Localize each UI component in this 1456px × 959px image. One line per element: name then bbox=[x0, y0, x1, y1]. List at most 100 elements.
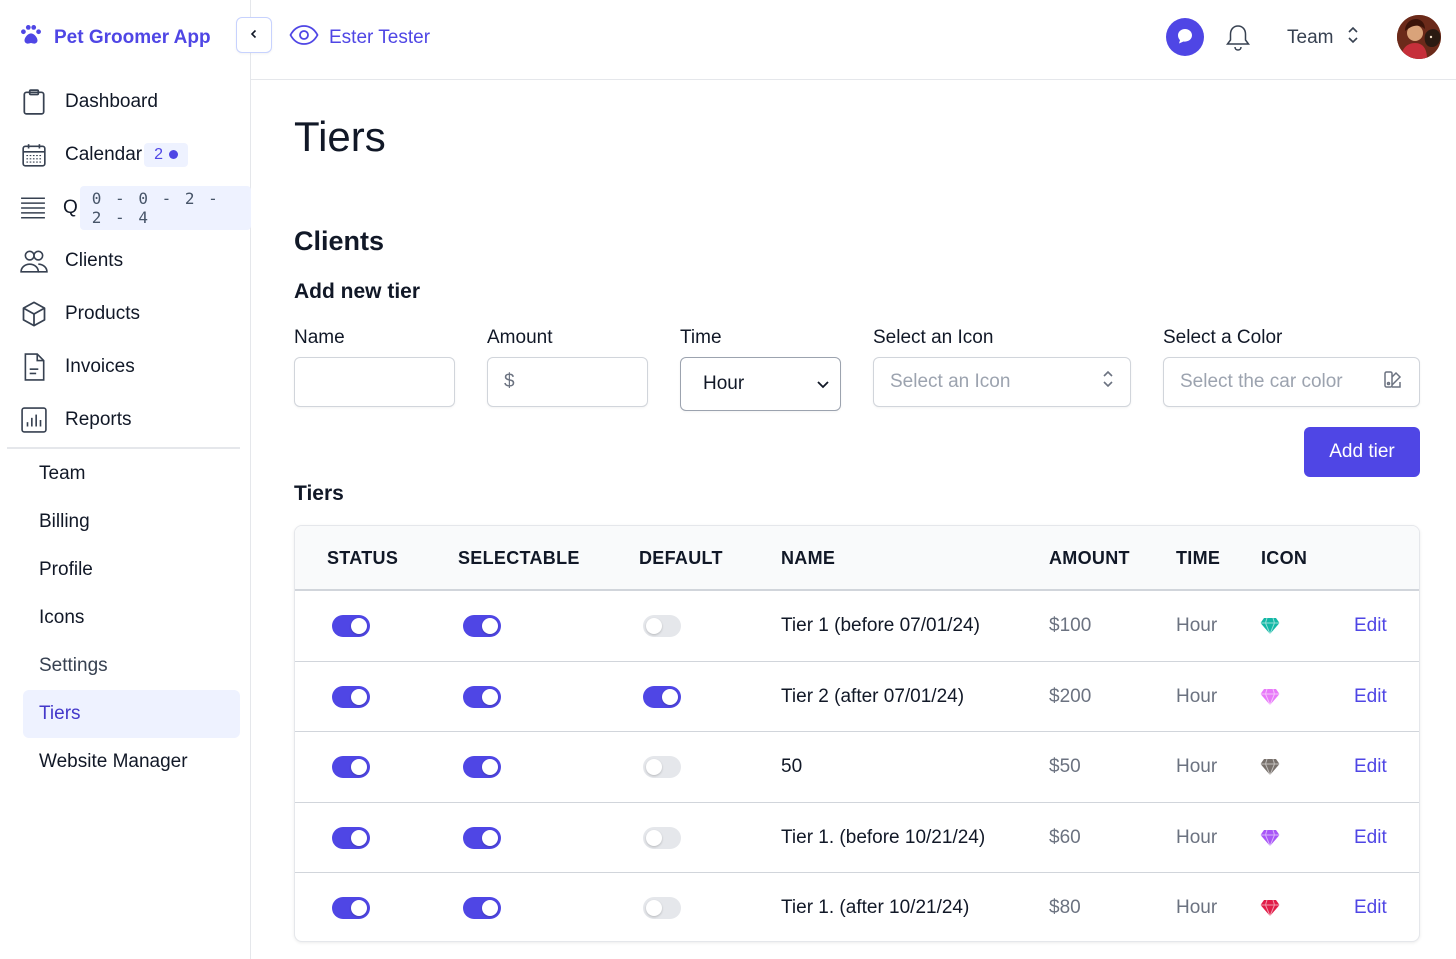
page-title: Tiers bbox=[294, 113, 386, 160]
chevron-left-icon bbox=[248, 28, 260, 43]
chat-button[interactable] bbox=[1166, 18, 1204, 56]
subnav-item-team[interactable]: Team bbox=[39, 463, 86, 484]
status-toggle[interactable] bbox=[332, 756, 370, 778]
default-toggle[interactable] bbox=[643, 826, 681, 849]
amount-field[interactable]: $ bbox=[487, 357, 648, 407]
subnav-item-billing[interactable]: Billing bbox=[39, 511, 90, 532]
selectable-toggle[interactable] bbox=[463, 685, 501, 708]
time-select-value: Hour bbox=[703, 373, 745, 394]
subnav-item-tiers[interactable]: Tiers bbox=[23, 690, 240, 738]
sidebar-item-clients[interactable]: Clients bbox=[0, 234, 251, 287]
icon-field-label: Select an Icon bbox=[873, 327, 994, 348]
app-name: Pet Groomer App bbox=[54, 26, 211, 48]
tier-amount: $80 bbox=[1049, 897, 1081, 918]
icon-select[interactable]: Select an Icon bbox=[873, 357, 1131, 407]
status-toggle[interactable] bbox=[332, 615, 370, 637]
edit-tier-link[interactable]: Edit bbox=[1354, 826, 1387, 848]
queue-counts-badge: 0 - 0 - 2 - 2 - 4 bbox=[79, 185, 251, 230]
team-selector[interactable]: Team bbox=[1287, 26, 1359, 50]
default-toggle[interactable] bbox=[643, 897, 681, 919]
chevron-up-down-icon bbox=[1347, 26, 1359, 50]
collapse-sidebar-button[interactable] bbox=[236, 17, 272, 53]
sidebar-item-label: Products bbox=[65, 302, 140, 324]
sidebar-item-calendar[interactable]: Calendar 2 bbox=[0, 128, 251, 181]
subnav-item-website-manager[interactable]: Website Manager bbox=[39, 751, 188, 772]
subnav-item-settings[interactable]: Settings bbox=[39, 655, 108, 676]
bell-icon[interactable] bbox=[1225, 23, 1251, 58]
color-picker-field[interactable]: Select the car color bbox=[1163, 357, 1420, 407]
cube-icon bbox=[20, 300, 48, 328]
status-toggle[interactable] bbox=[332, 826, 370, 849]
status-cell bbox=[332, 662, 370, 732]
toggle-knob bbox=[351, 688, 367, 705]
toggle-knob bbox=[482, 900, 498, 916]
brand[interactable]: Pet Groomer App bbox=[18, 22, 211, 53]
chat-bubble-icon bbox=[1176, 27, 1194, 48]
clipboard-icon bbox=[20, 88, 48, 116]
sidebar-item-dashboard[interactable]: Dashboard bbox=[0, 75, 251, 128]
tier-time: Hour bbox=[1176, 826, 1218, 848]
calendar-count-badge: 2 bbox=[144, 142, 189, 167]
toggle-knob bbox=[482, 829, 498, 846]
icon-select-placeholder: Select an Icon bbox=[890, 371, 1011, 392]
default-toggle[interactable] bbox=[643, 615, 681, 637]
section-title: Clients bbox=[294, 226, 385, 256]
selectable-toggle[interactable] bbox=[463, 756, 501, 778]
subnav-item-icons[interactable]: Icons bbox=[39, 607, 85, 628]
sidebar: Pet Groomer App Dashboard Calendar 2 Q 0… bbox=[0, 0, 251, 959]
tier-name: Tier 1 (before 07/01/24) bbox=[781, 615, 980, 636]
edit-tier-link[interactable]: Edit bbox=[1354, 685, 1387, 707]
edit-tier-link[interactable]: Edit bbox=[1354, 756, 1387, 777]
default-cell bbox=[643, 662, 681, 732]
default-cell bbox=[643, 873, 681, 941]
subnav-item-profile[interactable]: Profile bbox=[39, 559, 93, 580]
sidebar-item-label: Clients bbox=[65, 249, 124, 271]
status-toggle[interactable] bbox=[332, 897, 370, 919]
sidebar-item-reports[interactable]: Reports bbox=[0, 393, 251, 446]
toggle-knob bbox=[662, 688, 678, 705]
tier-name: Tier 2 (after 07/01/24) bbox=[781, 685, 965, 707]
column-header-name: NAME bbox=[781, 548, 836, 568]
toggle-knob bbox=[482, 618, 498, 634]
selectable-toggle[interactable] bbox=[463, 897, 501, 919]
selectable-toggle[interactable] bbox=[463, 615, 501, 637]
selectable-toggle[interactable] bbox=[463, 826, 501, 849]
sidebar-item-products[interactable]: Products bbox=[0, 287, 251, 340]
selectable-cell bbox=[463, 662, 501, 732]
impersonation-indicator[interactable]: Ester Tester bbox=[289, 24, 430, 52]
table-row: Tier 1 (before 07/01/24) $100 Hour Edit bbox=[295, 591, 1419, 662]
sidebar-item-invoices[interactable]: Invoices bbox=[0, 340, 251, 393]
user-avatar[interactable] bbox=[1397, 15, 1441, 59]
selectable-cell bbox=[463, 873, 501, 941]
edit-tier-link[interactable]: Edit bbox=[1354, 897, 1387, 918]
add-tier-button[interactable]: Add tier bbox=[1304, 427, 1420, 477]
time-field-label: Time bbox=[680, 327, 722, 348]
calendar-icon bbox=[20, 141, 48, 169]
tier-name: Tier 1. (before 10/21/24) bbox=[781, 826, 986, 848]
impersonated-user-name: Ester Tester bbox=[329, 27, 431, 48]
toggle-knob bbox=[646, 900, 662, 916]
toggle-knob bbox=[482, 759, 498, 775]
tier-amount: $50 bbox=[1049, 756, 1081, 777]
tier-amount: $200 bbox=[1049, 685, 1092, 707]
sidebar-item-label: Invoices bbox=[65, 355, 135, 377]
paw-icon bbox=[18, 22, 44, 53]
toggle-knob bbox=[646, 618, 662, 634]
edit-tier-link[interactable]: Edit bbox=[1354, 615, 1387, 636]
default-toggle[interactable] bbox=[643, 756, 681, 778]
color-field-label: Select a Color bbox=[1163, 327, 1283, 348]
time-select[interactable]: Hour bbox=[680, 357, 841, 411]
default-toggle[interactable] bbox=[643, 685, 681, 708]
sidebar-divider bbox=[7, 447, 240, 449]
name-field[interactable] bbox=[294, 357, 455, 407]
eye-icon bbox=[289, 24, 319, 52]
toggle-knob bbox=[351, 829, 367, 846]
sidebar-item-label: Calendar bbox=[65, 143, 143, 165]
table-body: Tier 1 (before 07/01/24) $100 Hour Edit Tier… bbox=[295, 591, 1419, 941]
column-header-amount: AMOUNT bbox=[1049, 548, 1130, 568]
table-row: Tier 1. (after 10/21/24) $80 Hour Edit bbox=[295, 873, 1419, 941]
users-icon bbox=[20, 247, 48, 275]
sidebar-item-queue[interactable]: Q 0 - 0 - 2 - 2 - 4 bbox=[0, 181, 251, 234]
selectable-cell bbox=[463, 732, 501, 802]
status-toggle[interactable] bbox=[332, 685, 370, 708]
